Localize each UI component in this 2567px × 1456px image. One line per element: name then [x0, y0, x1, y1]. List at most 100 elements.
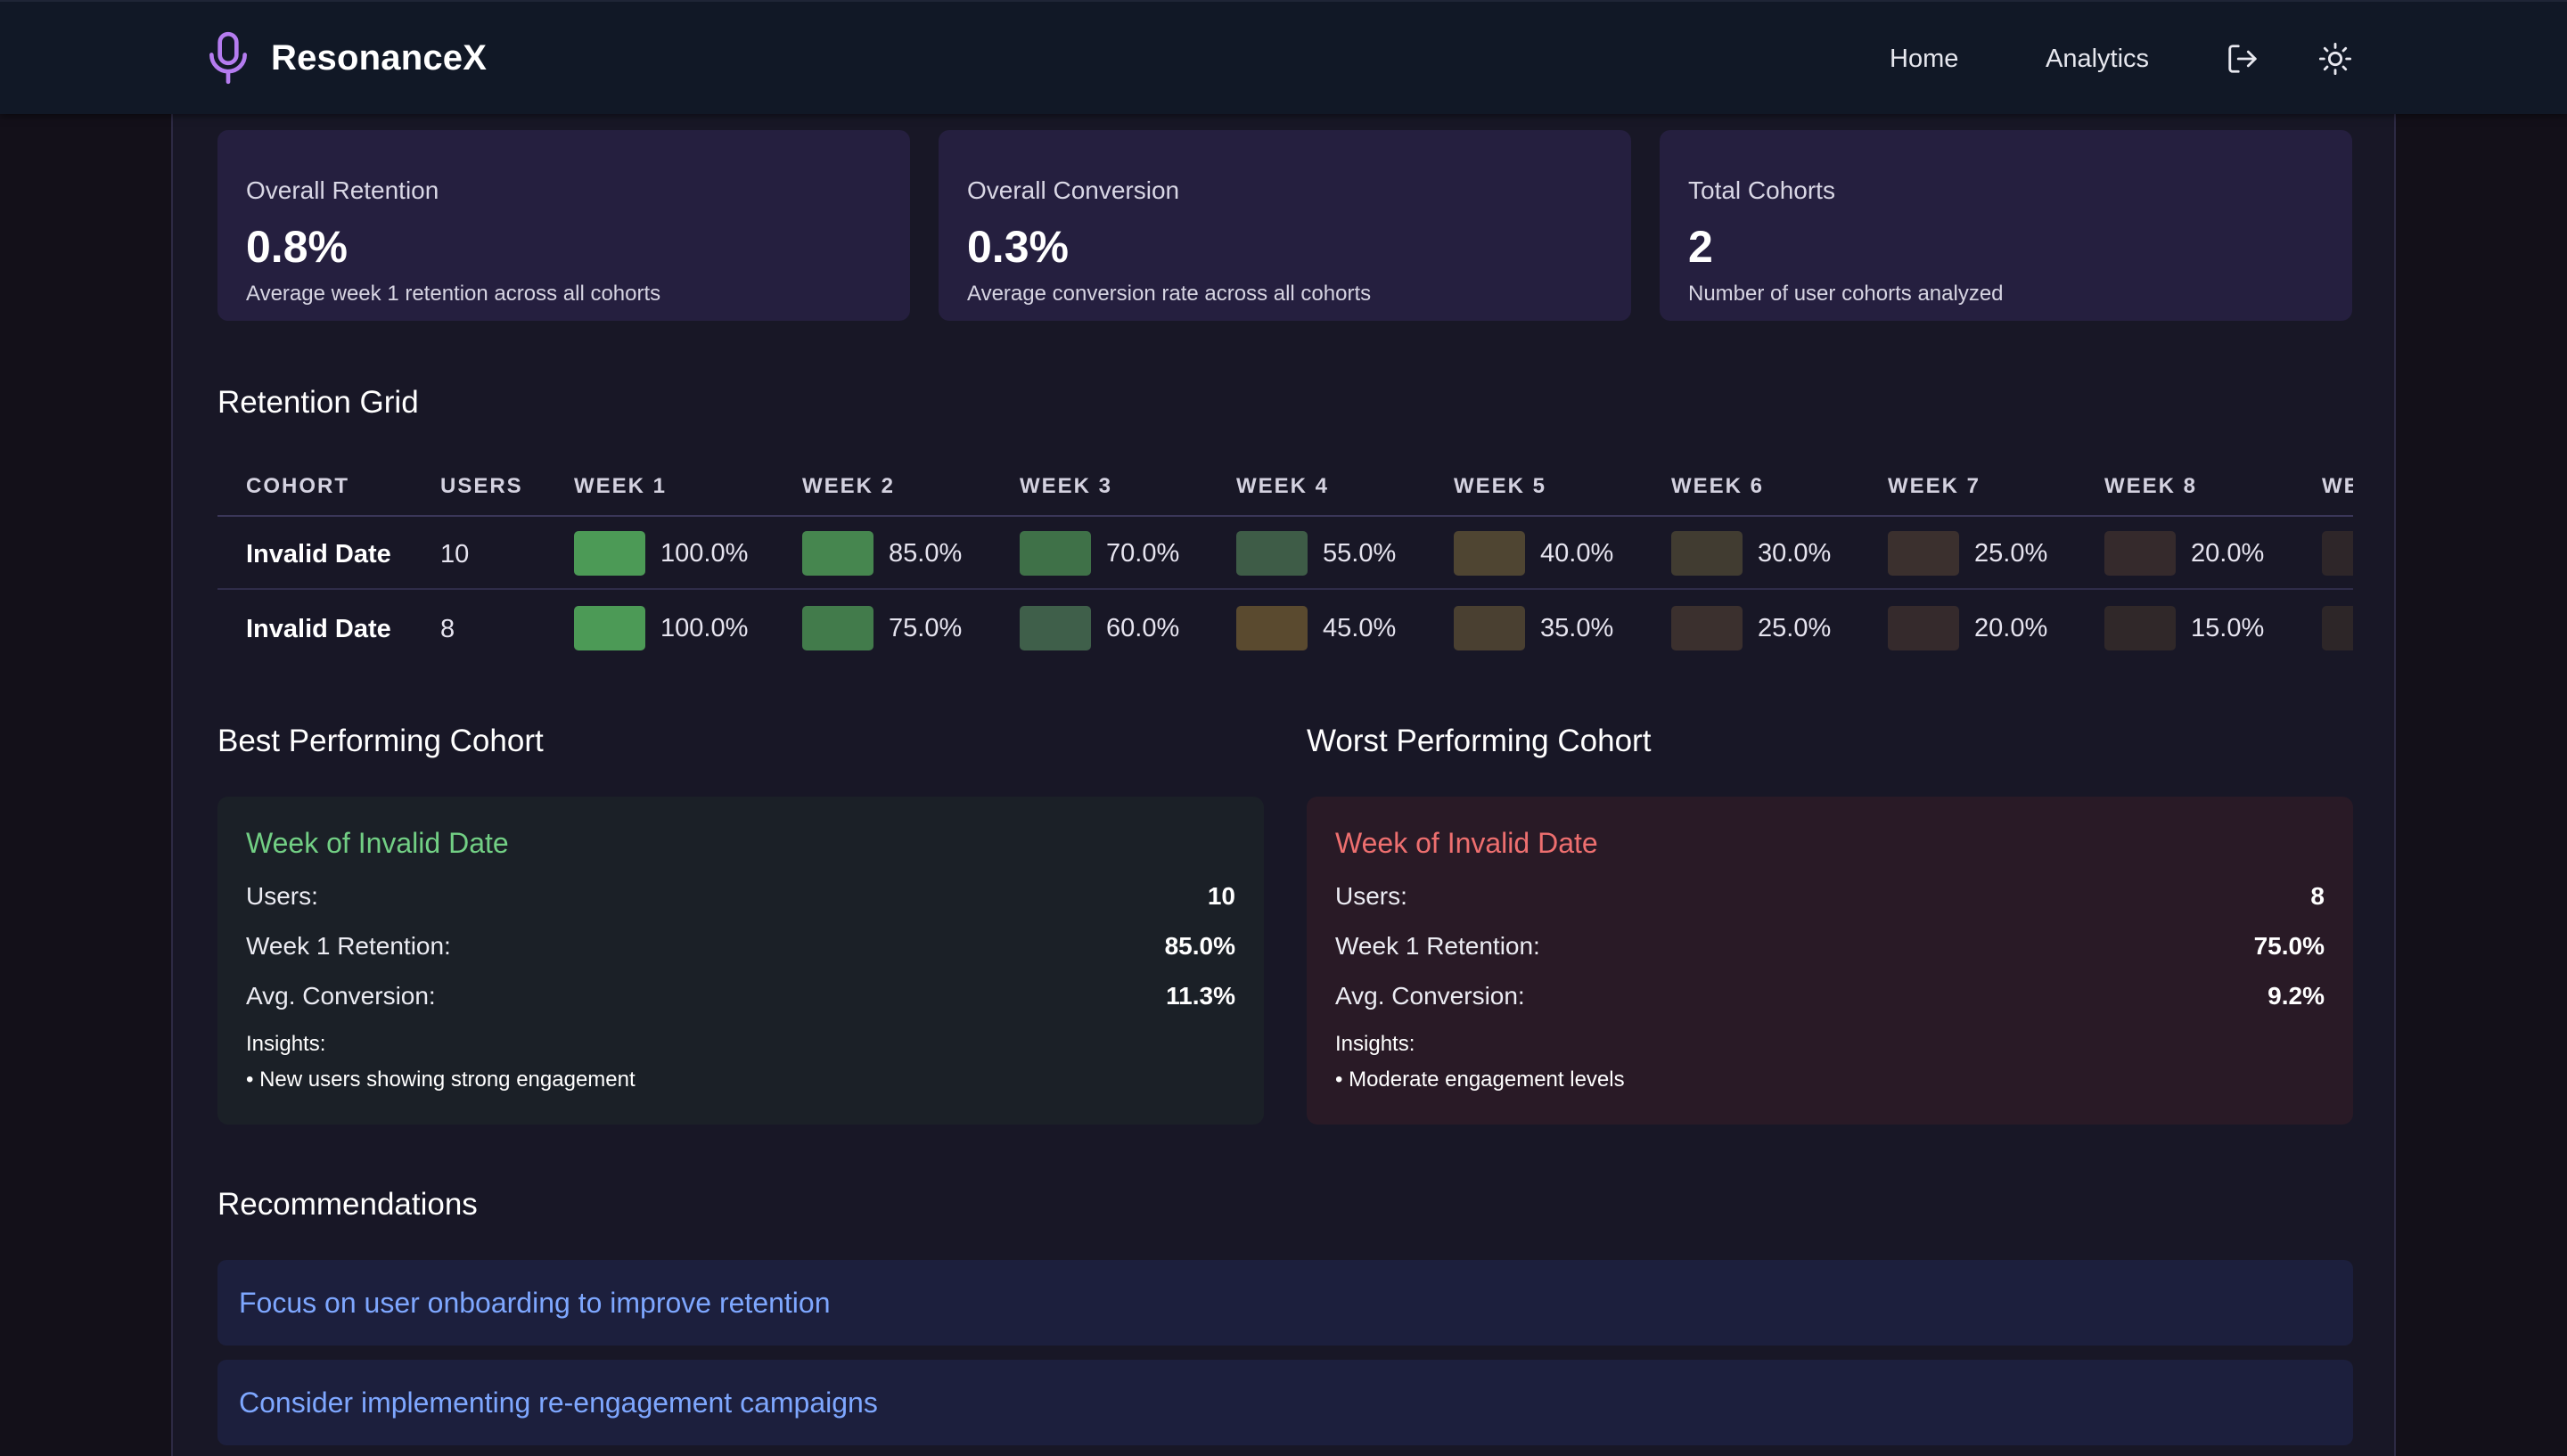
app-name: ResonanceX — [271, 37, 488, 78]
retention-swatch — [1454, 531, 1525, 576]
users-value: 10 — [1207, 882, 1235, 910]
main-content: Overall Retention 0.8% Average week 1 re… — [171, 114, 2396, 1456]
logout-button[interactable] — [2219, 36, 2266, 82]
retention-value: 60.0% — [1106, 613, 1180, 642]
retention-swatch — [574, 606, 645, 650]
retention-grid[interactable]: COHORT USERS WEEK 1 WEEK 2 WEEK 3 WEEK 4… — [217, 462, 2353, 756]
insight-item: • Moderate engagement levels — [1335, 1067, 1625, 1092]
column-header-week-1: WEEK 1 — [574, 474, 668, 498]
nav-analytics-link[interactable]: Analytics — [2046, 44, 2150, 73]
recommendation-item[interactable]: Focus on user onboarding to improve rete… — [217, 1260, 2353, 1346]
worst-conversion-row: Avg. Conversion: 9.2% — [1335, 982, 2325, 1018]
stat-card-retention: Overall Retention 0.8% Average week 1 re… — [217, 130, 910, 321]
stat-label: Overall Conversion — [967, 176, 1180, 204]
column-header-cohort: COHORT — [246, 474, 349, 498]
retention-swatch — [2104, 606, 2176, 650]
column-header-week-3: WEEK 3 — [1020, 474, 1113, 498]
retention-swatch — [1671, 606, 1743, 650]
retention-swatch — [1020, 606, 1091, 650]
recommendation-text: Focus on user onboarding to improve rete… — [239, 1287, 831, 1319]
retention-label: Week 1 Retention: — [246, 932, 451, 960]
worst-cohort-title: Week of Invalid Date — [1335, 827, 1598, 859]
column-header-week-7: WEEK 7 — [1888, 474, 1981, 498]
week-cell: 20.0% — [1888, 606, 2047, 650]
retention-swatch — [802, 606, 873, 650]
best-cohort-title: Week of Invalid Date — [246, 827, 509, 859]
week-cell — [2322, 531, 2353, 576]
column-header-week-4: WEEK 4 — [1236, 474, 1330, 498]
nav-home-link[interactable]: Home — [1890, 44, 1959, 73]
column-header-week-9: WEEK 9 — [2322, 474, 2353, 498]
retention-swatch — [1236, 606, 1308, 650]
retention-value: 75.0% — [2253, 932, 2325, 960]
retention-label: Week 1 Retention: — [1335, 932, 1540, 960]
week-cell: 25.0% — [1888, 531, 2047, 576]
retention-value: 100.0% — [660, 538, 749, 568]
insights-label: Insights: — [1335, 1032, 1415, 1056]
insights-label: Insights: — [246, 1032, 326, 1056]
logout-icon — [2228, 45, 2257, 73]
users-cell: 8 — [440, 615, 455, 643]
retention-value: 75.0% — [889, 613, 963, 642]
week-cell: 100.0% — [574, 531, 748, 576]
conversion-label: Avg. Conversion: — [1335, 982, 1525, 1010]
retention-swatch — [802, 531, 873, 576]
retention-grid-title: Retention Grid — [217, 385, 419, 420]
retention-swatch — [1020, 531, 1091, 576]
theme-toggle-button[interactable] — [2312, 36, 2358, 82]
retention-swatch — [1236, 531, 1308, 576]
week-cell: 55.0% — [1236, 531, 1396, 576]
column-header-week-5: WEEK 5 — [1454, 474, 1547, 498]
users-cell: 10 — [440, 540, 470, 568]
stat-card-conversion: Overall Conversion 0.3% Average conversi… — [939, 130, 1631, 321]
cohort-cell: Invalid Date — [246, 615, 391, 643]
table-row: Invalid Date 10 100.0% 85.0% 70.0% 55.0%… — [217, 517, 2353, 590]
content-inner: Overall Retention 0.8% Average week 1 re… — [217, 114, 2353, 1456]
stat-value: 0.3% — [967, 222, 1069, 272]
retention-value: 15.0% — [2191, 613, 2265, 642]
week-cell: 20.0% — [2104, 531, 2264, 576]
best-users-row: Users: 10 — [246, 882, 1235, 918]
recommendation-item[interactable]: Consider implementing re-engagement camp… — [217, 1360, 2353, 1445]
worst-retention-row: Week 1 Retention: 75.0% — [1335, 932, 2325, 968]
conversion-value: 11.3% — [1166, 982, 1235, 1010]
week-cell — [2322, 606, 2353, 650]
retention-value: 85.0% — [1164, 932, 1235, 960]
retention-value: 25.0% — [1758, 613, 1832, 642]
best-cohort-section-title: Best Performing Cohort — [217, 724, 544, 758]
top-navbar: ResonanceX Home Analytics — [0, 0, 2567, 114]
stat-label: Overall Retention — [246, 176, 439, 204]
retention-swatch — [1671, 531, 1743, 576]
best-cohort-card: Week of Invalid Date Users: 10 Week 1 Re… — [217, 797, 1264, 1125]
retention-value: 25.0% — [1974, 538, 2048, 568]
retention-swatch — [2322, 606, 2353, 650]
retention-swatch — [574, 531, 645, 576]
stat-value: 0.8% — [246, 222, 348, 272]
best-retention-row: Week 1 Retention: 85.0% — [246, 932, 1235, 968]
conversion-value: 9.2% — [2268, 982, 2325, 1010]
week-cell: 85.0% — [802, 531, 962, 576]
stat-label: Total Cohorts — [1688, 176, 1835, 204]
users-label: Users: — [246, 882, 318, 910]
recommendations-title: Recommendations — [217, 1187, 478, 1222]
brand[interactable]: ResonanceX — [203, 29, 487, 87]
retention-swatch — [1454, 606, 1525, 650]
stat-value: 2 — [1688, 222, 1713, 272]
week-cell: 40.0% — [1454, 531, 1613, 576]
week-cell: 35.0% — [1454, 606, 1613, 650]
worst-users-row: Users: 8 — [1335, 882, 2325, 918]
week-cell: 75.0% — [802, 606, 962, 650]
week-cell: 60.0% — [1020, 606, 1179, 650]
retention-value: 20.0% — [1974, 613, 2048, 642]
week-cell: 100.0% — [574, 606, 748, 650]
best-conversion-row: Avg. Conversion: 11.3% — [246, 982, 1235, 1018]
conversion-label: Avg. Conversion: — [246, 982, 436, 1010]
week-cell: 25.0% — [1671, 606, 1831, 650]
retention-value: 100.0% — [660, 613, 749, 642]
retention-value: 55.0% — [1323, 538, 1397, 568]
stat-description: Number of user cohorts analyzed — [1688, 282, 2004, 306]
column-header-users: USERS — [440, 474, 523, 498]
retention-value: 45.0% — [1323, 613, 1397, 642]
retention-value: 70.0% — [1106, 538, 1180, 568]
